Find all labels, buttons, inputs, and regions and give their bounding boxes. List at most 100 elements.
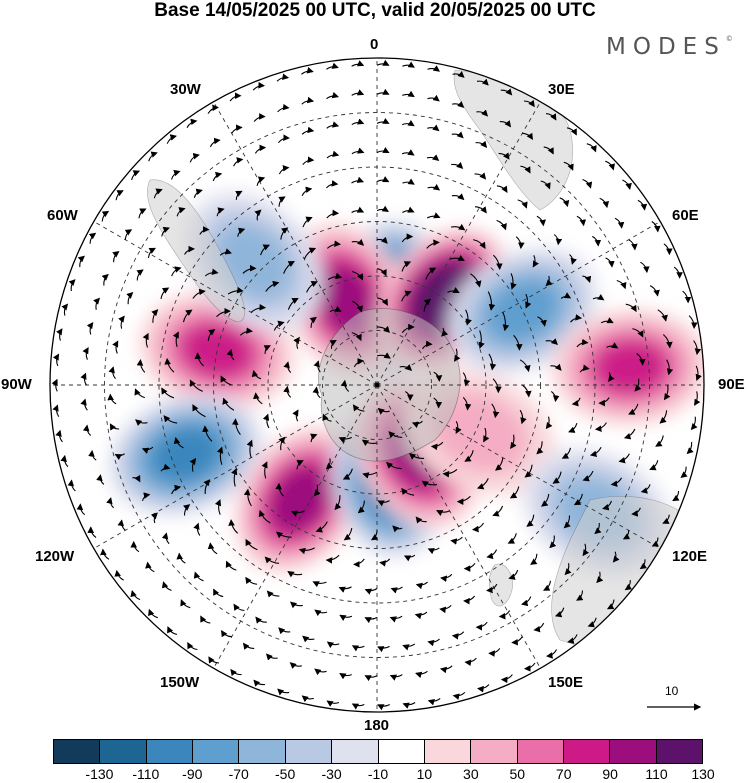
- wind-vector-arrow: [314, 668, 327, 676]
- wind-vector-arrow: [376, 325, 390, 334]
- wind-vector-arrow: [500, 674, 513, 684]
- wind-vector-arrow: [455, 420, 462, 434]
- wind-vector-arrow: [634, 378, 642, 392]
- wind-vector-arrow: [628, 239, 638, 251]
- wind-vector-arrow: [277, 103, 290, 113]
- wind-vector-arrow: [442, 468, 458, 478]
- wind-vector-arrow: [666, 359, 674, 376]
- wind-vector-arrow: [277, 134, 290, 144]
- wind-vector-arrow: [552, 471, 562, 484]
- wind-vector-arrow: [150, 512, 158, 524]
- wind-vector-arrow: [109, 423, 120, 431]
- wind-vector-arrow: [287, 570, 303, 578]
- wind-vector-arrow: [473, 239, 486, 250]
- wind-vector-arrow: [246, 439, 253, 458]
- wind-vector-arrow: [663, 243, 673, 256]
- wind-vector-arrow: [303, 247, 317, 260]
- wind-vector-arrow: [118, 315, 125, 329]
- colorbar-swatch: [424, 740, 472, 763]
- wind-vector-arrow: [261, 461, 268, 479]
- wind-vector-arrow: [161, 226, 170, 237]
- meridian-line: [376, 384, 541, 669]
- wind-vector-arrow: [293, 336, 300, 349]
- wind-vector-arrow: [326, 700, 340, 707]
- wind-vector-arrow: [254, 144, 267, 154]
- wind-vector-arrow: [216, 307, 231, 318]
- colorbar-tick-label: -90: [182, 766, 203, 782]
- wind-vector-arrow: [523, 662, 536, 672]
- wind-vector-arrow: [182, 309, 193, 323]
- wind-vector-arrow: [315, 521, 328, 533]
- wind-vector-arrow: [80, 398, 88, 411]
- wind-vector-arrow: [245, 576, 258, 585]
- wind-vector-arrow: [231, 124, 243, 134]
- modes-logo: MODES©: [606, 34, 733, 60]
- wind-vector-arrow: [559, 197, 570, 208]
- wind-vector-arrow: [401, 290, 412, 302]
- wind-vector-arrow: [231, 418, 241, 436]
- wind-vector-arrow: [306, 280, 319, 293]
- wind-vector-arrow: [579, 364, 590, 373]
- wind-vector-arrow: [254, 209, 262, 221]
- wind-vector-arrow: [256, 176, 266, 186]
- wind-vector-arrow: [425, 267, 437, 280]
- wind-vector-arrow: [594, 522, 602, 535]
- wind-vector-arrow: [450, 223, 466, 231]
- wind-vector-arrow: [545, 113, 557, 121]
- wind-vector-arrow: [389, 615, 403, 623]
- wind-vector-arrow: [221, 629, 232, 638]
- wind-vector-arrow: [302, 156, 315, 165]
- wind-vector-arrow: [451, 161, 464, 169]
- wind-vector-arrow: [510, 273, 517, 290]
- wind-vector-arrow: [426, 239, 440, 249]
- wind-vector-arrow: [441, 327, 448, 337]
- wind-vector-arrow: [233, 603, 245, 612]
- wind-vector-arrow: [582, 275, 592, 283]
- wind-vector-arrow: [427, 94, 440, 102]
- lon-label-30e: 30E: [548, 81, 575, 98]
- lon-label-180: 180: [364, 717, 390, 734]
- wind-vector-arrow: [161, 387, 175, 399]
- wind-vector-arrow: [216, 207, 225, 217]
- wind-vector-arrow: [515, 236, 525, 250]
- wind-vector-arrow: [112, 340, 119, 354]
- wind-vector-arrow: [340, 379, 350, 392]
- colorbar-tick-label: 30: [463, 766, 479, 782]
- wind-vector-arrow: [203, 479, 211, 495]
- logo-text: MODES: [606, 34, 726, 60]
- wind-vector-arrow: [568, 422, 578, 433]
- wind-vector-arrow: [342, 468, 353, 480]
- wind-vector-arrow: [519, 359, 531, 373]
- wind-vector-arrow: [339, 673, 352, 680]
- wind-vector-arrow: [93, 297, 101, 310]
- colorbar-tick-label: -50: [275, 766, 296, 782]
- wind-vector-arrow: [543, 580, 552, 591]
- wind-vector-arrow: [147, 247, 156, 258]
- wind-vector-arrow: [576, 338, 589, 348]
- wind-vector-arrow: [563, 161, 574, 171]
- wind-vector-arrow: [553, 234, 563, 246]
- wind-vector-arrow: [145, 561, 155, 573]
- wind-vector-arrow: [651, 221, 661, 233]
- meridian-line: [376, 221, 661, 386]
- wind-vector-arrow: [266, 590, 280, 598]
- wind-vector-arrow: [493, 254, 503, 270]
- wind-vector-arrow: [173, 437, 184, 449]
- wind-vector-arrow: [326, 121, 340, 129]
- wind-vector-arrow: [569, 254, 577, 265]
- wind-vector-arrow: [310, 433, 318, 443]
- wind-vector-arrow: [688, 315, 698, 329]
- wind-vector-arrow: [262, 413, 270, 429]
- wind-vector-arrow: [385, 461, 402, 470]
- wind-vector-arrow: [326, 62, 339, 70]
- wind-vector-arrow: [549, 535, 557, 549]
- wind-vector-arrow: [362, 471, 378, 479]
- wind-vector-arrow: [107, 393, 117, 405]
- wind-vector-arrow: [610, 477, 623, 488]
- wind-vector-arrow: [411, 420, 423, 428]
- wind-vector-arrow: [672, 490, 680, 502]
- wind-vector-arrow: [265, 280, 280, 292]
- wind-vector-arrow: [399, 364, 413, 371]
- wind-vector-arrow: [131, 170, 141, 181]
- wind-vector-arrow: [88, 232, 97, 244]
